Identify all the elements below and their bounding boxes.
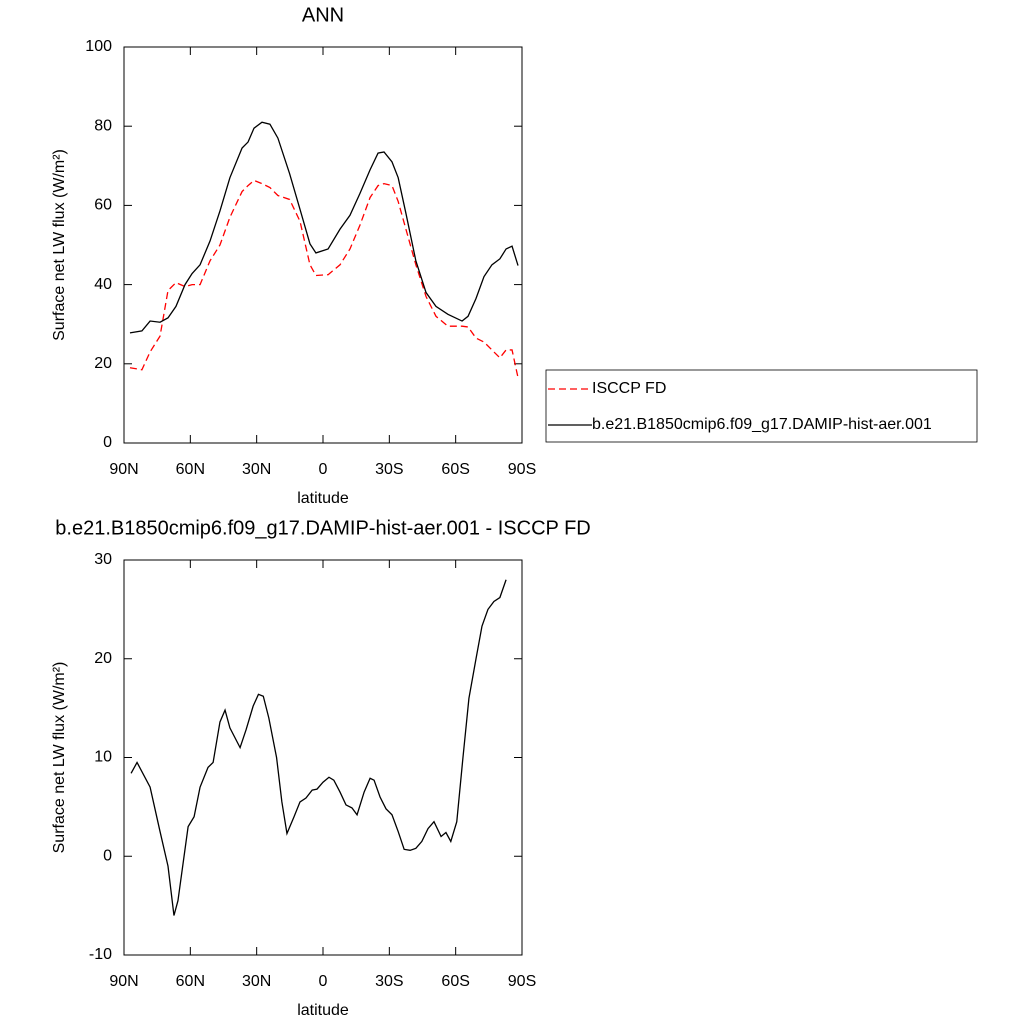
x-tick-label: 60S [441,461,469,478]
y-tick-label: 80 [94,117,112,134]
x-tick-label: 0 [319,973,328,990]
x-tick-label: 30S [375,461,403,478]
y-tick-label: 40 [94,276,112,293]
legend-label: ISCCP FD [592,380,666,397]
x-axis-label: latitude [297,1002,349,1019]
y-tick-label: 100 [85,38,112,55]
x-tick-label: 60S [441,973,469,990]
x-tick-label: 60N [176,973,205,990]
legend-label: b.e21.B1850cmip6.f09_g17.DAMIP-hist-aer.… [592,416,932,433]
y-tick-label: 0 [103,847,112,864]
x-tick-label: 0 [319,461,328,478]
x-tick-label: 30N [242,973,271,990]
y-tick-label: 10 [94,749,112,766]
y-tick-label: 30 [94,551,112,568]
y-tick-label: 20 [94,650,112,667]
x-tick-label: 30N [242,461,271,478]
legend-box [545,369,978,443]
y-axis-label: Surface net LW flux (W/m²) [51,149,68,341]
x-tick-label: 90S [508,461,536,478]
y-tick-label: 0 [103,434,112,451]
chart-title: b.e21.B1850cmip6.f09_g17.DAMIP-hist-aer.… [55,517,590,539]
x-tick-label: 90N [109,973,138,990]
x-tick-label: 60N [176,461,205,478]
plot-frame [123,559,523,956]
data-line [129,179,519,378]
data-line [129,121,519,334]
y-tick-label: 20 [94,355,112,372]
x-tick-label: 90N [109,461,138,478]
y-tick-label: -10 [89,946,112,963]
x-axis-label: latitude [297,490,349,507]
data-line [130,579,507,916]
x-tick-label: 90S [508,973,536,990]
y-tick-label: 60 [94,197,112,214]
chart-title: ANN [302,4,344,26]
y-axis-label: Surface net LW flux (W/m²) [51,662,68,854]
plot-frame [123,46,523,444]
x-tick-label: 30S [375,973,403,990]
